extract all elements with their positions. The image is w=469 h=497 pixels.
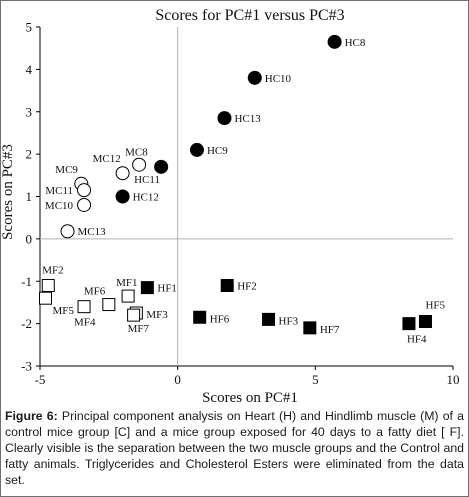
mf5-point	[39, 291, 53, 305]
mf1-label: MF1	[116, 277, 137, 289]
scatter-chart: Scores for PC#1 versus PC#3 Scores on PC…	[0, 7, 460, 405]
mf7-point	[127, 308, 141, 322]
mc13-point	[60, 224, 75, 239]
y-tick-label: -2	[21, 316, 32, 331]
caption-text: Principal component analysis on Heart (H…	[5, 409, 464, 487]
x-tick-label: 5	[312, 372, 319, 387]
hf5-label: HF5	[425, 300, 445, 312]
hc10-label: HC10	[265, 73, 292, 85]
y-tick-label: 3	[26, 104, 33, 119]
x-tick-label: 10	[447, 372, 460, 387]
hc11-point	[154, 159, 169, 174]
hf2-point	[220, 278, 234, 292]
hc8-label: HC8	[345, 37, 366, 49]
hf1-label: HF1	[157, 283, 177, 295]
caption-label: Figure 6:	[5, 409, 58, 423]
hf4-point	[402, 317, 416, 331]
hc9-point	[189, 142, 204, 157]
hc10-point	[247, 70, 262, 85]
mf7-label: MF7	[128, 323, 150, 335]
mc8-point	[132, 157, 147, 172]
mc11-label: MC11	[45, 185, 73, 197]
mf6-point	[102, 298, 116, 312]
y-tick-label: -3	[21, 359, 32, 374]
hc8-point	[327, 34, 342, 49]
hc12-label: HC12	[133, 192, 159, 204]
hf5-point	[418, 315, 432, 329]
mf2-label: MF2	[42, 264, 63, 276]
hf3-label: HF3	[279, 315, 299, 327]
hc13-label: HC13	[234, 113, 261, 125]
hf7-label: HF7	[320, 324, 340, 336]
hf7-point	[303, 321, 317, 335]
hf1-point	[140, 281, 154, 295]
hf6-point	[193, 310, 207, 324]
hf4-label: HF4	[407, 334, 427, 346]
mc9-label: MC9	[55, 164, 78, 176]
x-tick-label: 0	[174, 372, 181, 387]
mc10-point	[77, 197, 92, 212]
mf2-point	[41, 278, 55, 292]
hc11-label: HC11	[134, 174, 160, 186]
mc10-label: MC10	[45, 200, 74, 212]
mf1-point	[121, 289, 135, 303]
y-axis-label: Scores on PC#3	[0, 144, 16, 240]
hc13-point	[217, 111, 232, 126]
y-tick-label: 1	[26, 189, 33, 204]
mc12-point	[115, 166, 130, 181]
y-tick-label: 5	[26, 20, 33, 35]
mc13-label: MC13	[78, 226, 107, 238]
y-tick-label: 4	[26, 62, 33, 77]
hf6-label: HF6	[210, 313, 230, 325]
mc11-point	[77, 183, 92, 198]
x-axis-label: Scores on PC#1	[202, 390, 298, 405]
mf6-label: MF6	[84, 286, 106, 298]
mf3-label: MF3	[146, 309, 168, 321]
mf5-label: MF5	[53, 305, 75, 317]
hf3-point	[262, 312, 276, 326]
mf4-label: MF4	[74, 317, 96, 329]
y-tick-label: 0	[26, 231, 33, 246]
chart-title: Scores for PC#1 versus PC#3	[155, 7, 344, 24]
hf2-label: HF2	[237, 280, 257, 292]
x-tick-label: -5	[35, 372, 46, 387]
mc8-label: MC8	[125, 147, 148, 159]
y-tick-label: 2	[26, 147, 33, 162]
figure-caption: Figure 6: Principal component analysis o…	[5, 408, 464, 488]
hc12-point	[115, 189, 130, 204]
y-tick-label: -1	[21, 274, 32, 289]
mf4-point	[77, 300, 91, 314]
hc9-label: HC9	[207, 145, 228, 157]
mc12-label: MC12	[93, 153, 121, 165]
